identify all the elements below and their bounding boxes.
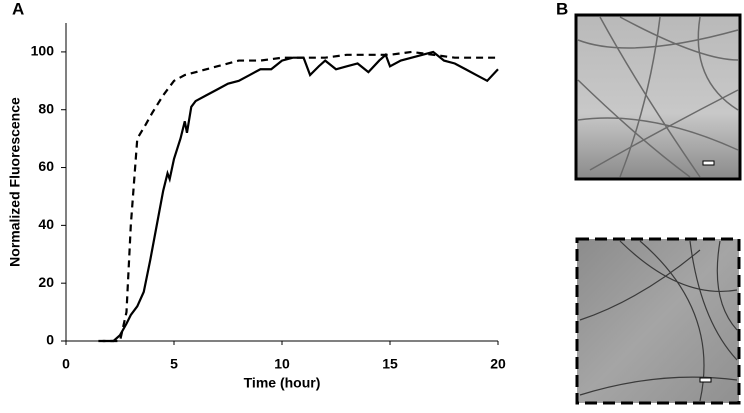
y-tick-label: 40 <box>38 216 54 232</box>
x-axis-label: Time (hour) <box>244 375 321 391</box>
x-tick-label: 20 <box>490 356 506 372</box>
x-tick-label: 10 <box>274 356 290 372</box>
y-tick-label: 60 <box>38 158 54 174</box>
y-axis-label: Normalized Fluorescence <box>7 97 23 267</box>
series-line <box>98 50 498 343</box>
micrograph-top <box>574 13 742 181</box>
panel-label: A <box>12 0 24 18</box>
y-tick-label: 80 <box>38 100 54 116</box>
x-tick-label: 0 <box>62 356 70 372</box>
series-line <box>102 50 499 343</box>
x-tick-label: 15 <box>382 356 398 372</box>
x-tick-label: 5 <box>170 356 178 372</box>
y-tick-label: 20 <box>38 274 54 290</box>
y-tick-label: 0 <box>46 332 54 348</box>
micrograph-bottom <box>575 237 741 405</box>
panel-label: B <box>556 0 568 18</box>
y-tick-label: 100 <box>31 43 55 59</box>
